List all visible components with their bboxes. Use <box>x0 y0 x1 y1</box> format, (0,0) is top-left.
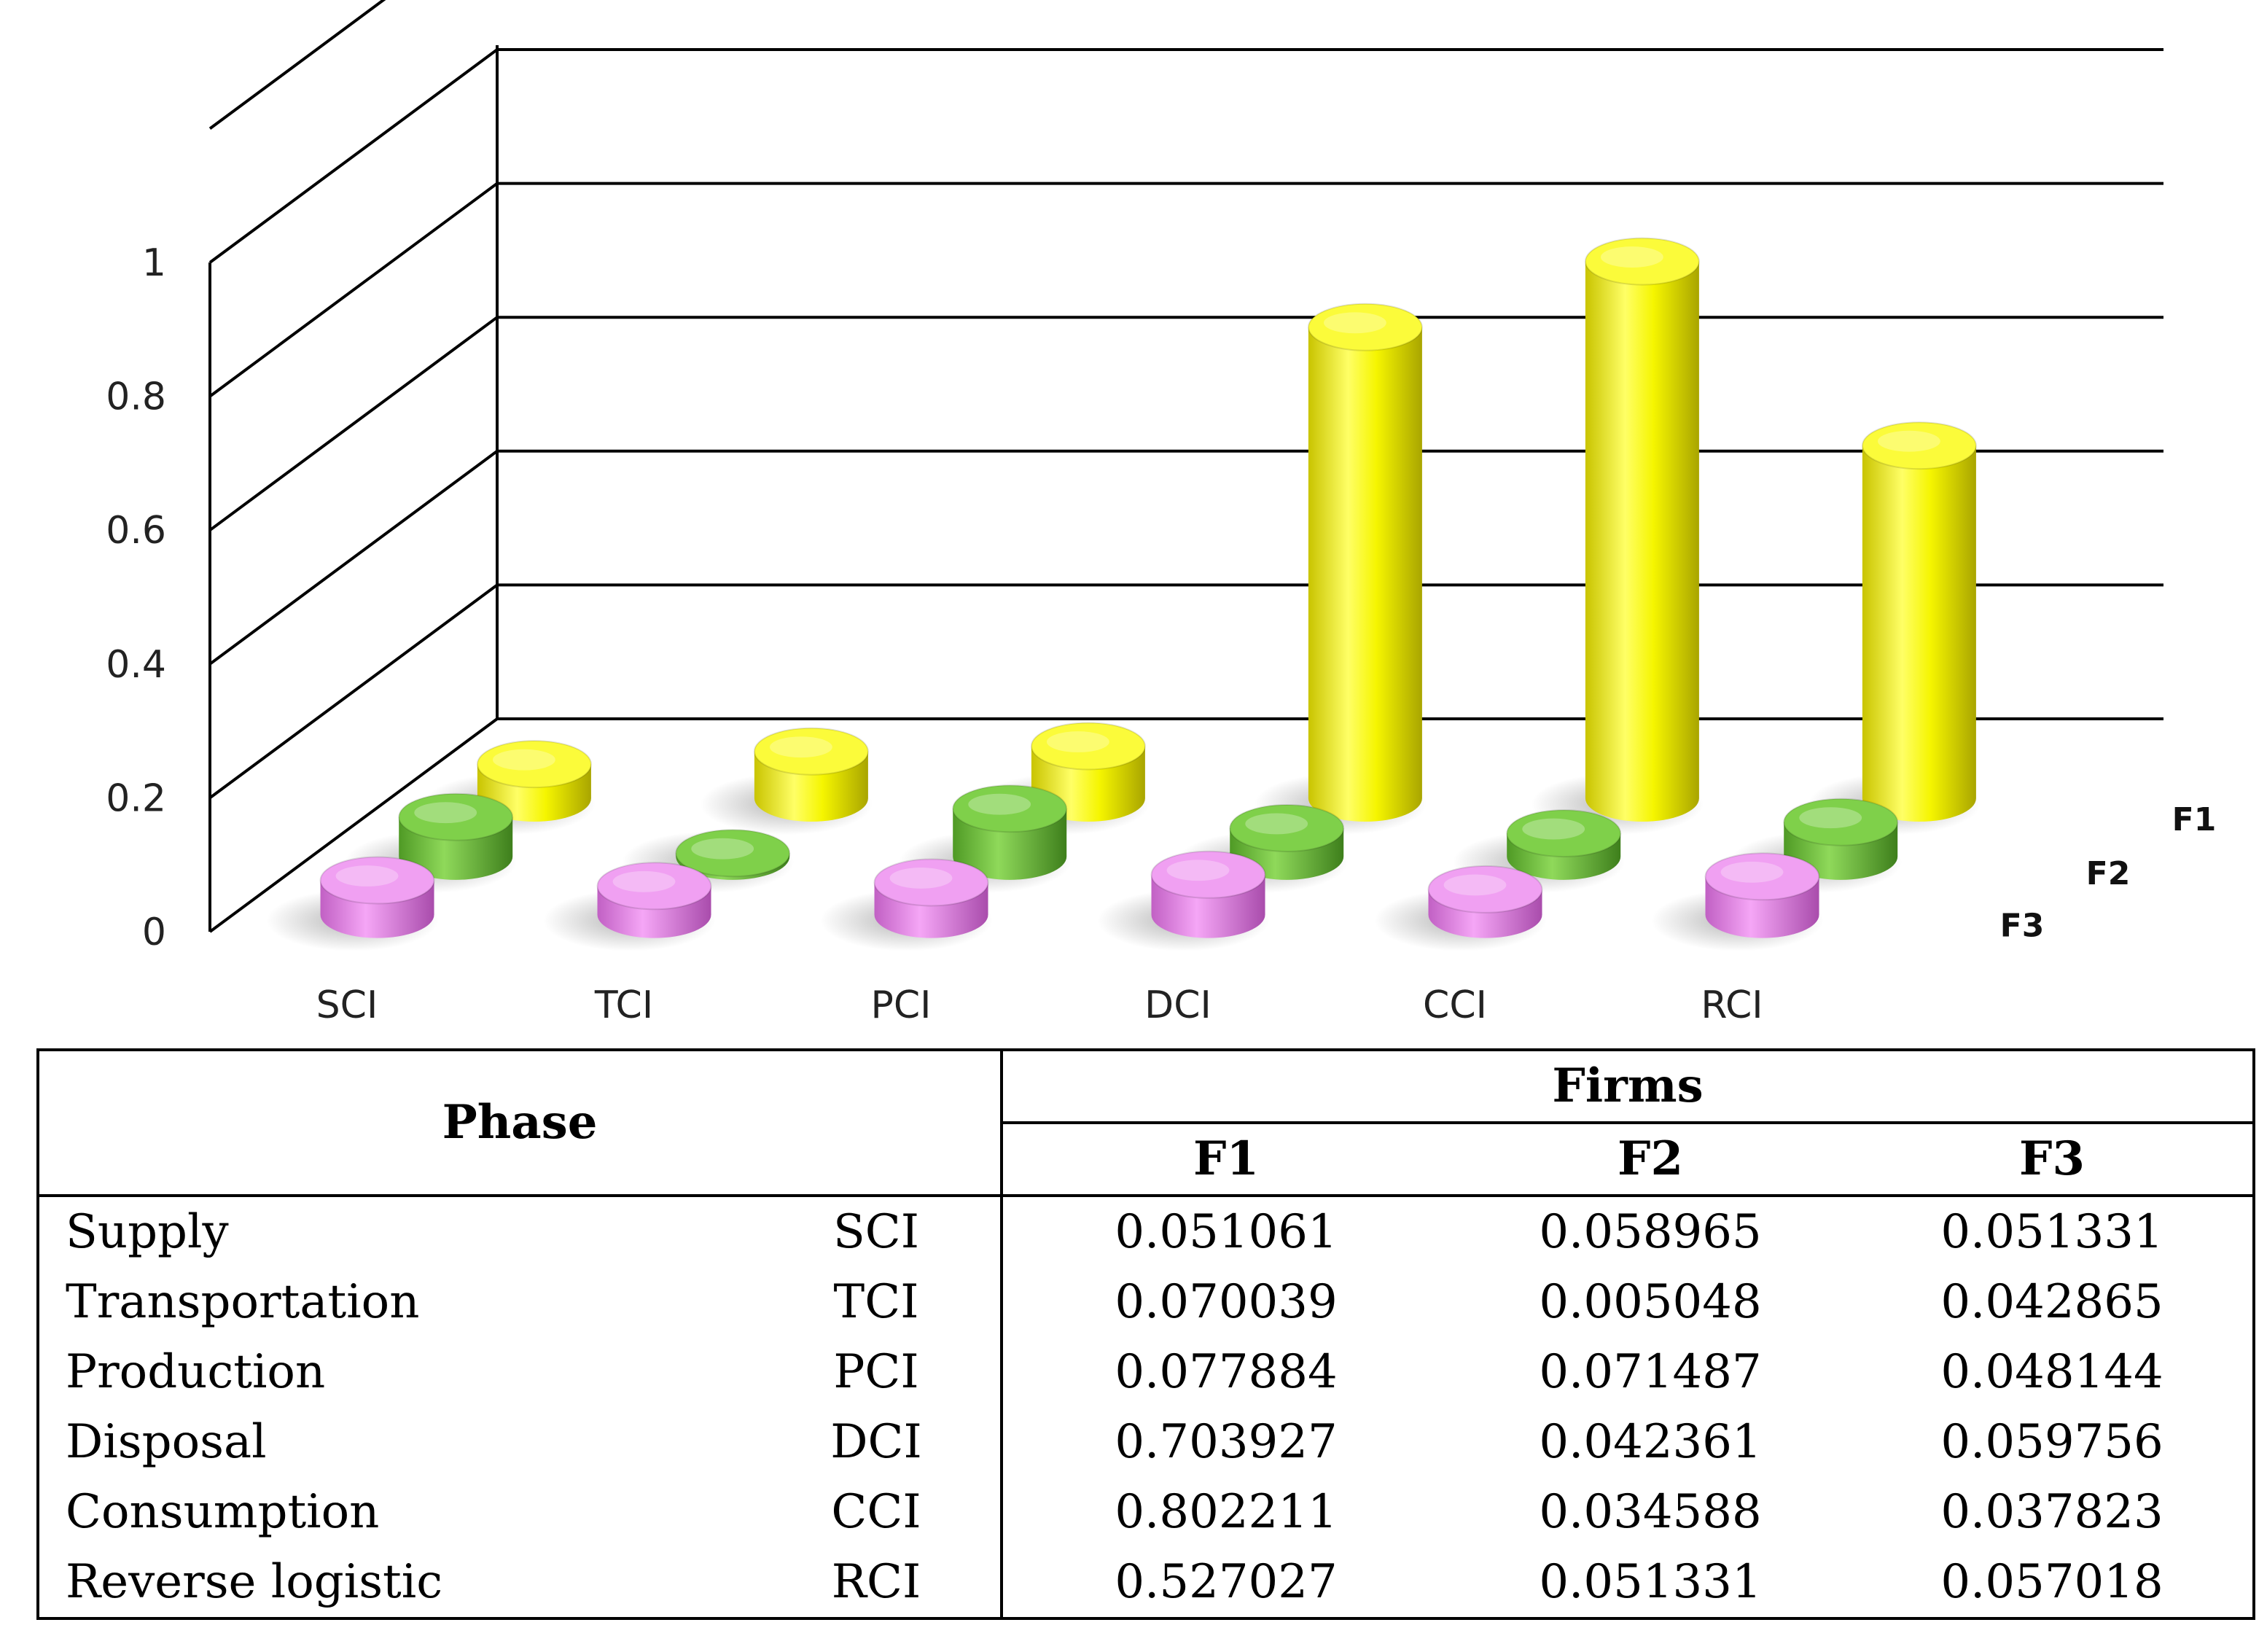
x-tick-label: DCI <box>1144 983 1211 1027</box>
firm-header-f2: F2 <box>1449 1123 1852 1197</box>
data-table: Phase Firms F1 F2 F3 Supply SCI 0.051061… <box>36 1048 2255 1620</box>
value-f3: 0.057018 <box>1852 1547 2255 1620</box>
y-tick-labels: 0 0.2 0.4 0.6 0.8 1 <box>106 241 166 954</box>
value-f2: 0.005048 <box>1539 1275 1762 1329</box>
firm-header-f3: F3 <box>1852 1123 2255 1197</box>
bar-f3-sci <box>266 856 439 951</box>
phase-name: Supply <box>36 1196 752 1267</box>
bar-f3-rci <box>1651 852 1824 951</box>
value-f1: 0.703927 <box>1000 1407 1449 1477</box>
y-tick-label: 1 <box>142 241 166 285</box>
y-tick-label: 0.8 <box>106 375 166 419</box>
phase-code: SCI <box>832 1205 920 1259</box>
bar-f1-sci <box>423 740 596 835</box>
value-f3: 0.042865 <box>1852 1267 2255 1337</box>
phase-code: PCI <box>833 1345 919 1399</box>
series-labels: F1 F2 F3 <box>2000 801 2217 945</box>
bars <box>266 237 1981 951</box>
bar-f3-tci <box>543 862 716 951</box>
table-row: Supply SCI 0.051061 0.058965 0.051331 <box>36 1196 2255 1267</box>
phase-code: DCI <box>830 1415 922 1469</box>
x-tick-labels: SCI TCI PCI DCI CCI RCI <box>316 983 1763 1027</box>
value-f3: 0.037823 <box>1852 1477 2255 1547</box>
x-tick-label: RCI <box>1701 983 1763 1027</box>
bar-f1-dci <box>1254 303 1427 835</box>
phase-name: Disposal <box>36 1407 752 1477</box>
value-f2: 0.058965 <box>1539 1205 1762 1259</box>
y-tick-label: 0.2 <box>106 776 166 820</box>
value-f1: 0.077884 <box>1000 1337 1449 1407</box>
bar-f3-dci <box>1097 850 1270 951</box>
bar-f3-cci <box>1374 865 1547 951</box>
firms-header: Firms <box>1000 1048 2255 1124</box>
x-tick-label: TCI <box>594 983 653 1027</box>
table-row: Consumption CCI 0.802211 0.034588 0.0378… <box>36 1477 2255 1547</box>
table-row: Transportation TCI 0.070039 0.005048 0.0… <box>36 1267 2255 1337</box>
phase-name: Transportation <box>36 1267 752 1337</box>
x-tick-label: PCI <box>870 983 931 1027</box>
bar-f2-tci <box>622 829 795 893</box>
gridline <box>208 0 386 130</box>
series-label-f2: F2 <box>2086 855 2131 892</box>
table-header-row-1: Phase Firms <box>36 1048 2255 1197</box>
value-f1: 0.051061 <box>1000 1196 1449 1267</box>
bar-f2-rci <box>1730 798 1903 893</box>
phase-code: RCI <box>752 1547 1002 1620</box>
bar-f3-pci <box>820 858 993 951</box>
series-label-f3: F3 <box>2000 908 2045 945</box>
bar-f1-rci <box>1808 421 1981 835</box>
value-f1: 0.802211 <box>1000 1477 1449 1547</box>
table-header-row-2: F1 F2 F3 <box>38 1123 2255 1197</box>
value-f2: 0.071487 <box>1539 1345 1762 1399</box>
x-tick-label: CCI <box>1423 983 1487 1027</box>
table-row: Production PCI 0.077884 0.071487 0.04814… <box>36 1337 2255 1407</box>
value-f3: 0.051331 <box>1852 1196 2255 1267</box>
y-tick-label: 0.6 <box>106 509 166 553</box>
bar-chart-3d: 0 0.2 0.4 0.6 0.8 1 SCI TCI PCI DCI CCI RCI F1 F2 F3 <box>106 0 2217 1027</box>
value-f3: 0.059756 <box>1852 1407 2255 1477</box>
table-row: Disposal DCI 0.703927 0.042361 0.059756 <box>36 1407 2255 1477</box>
phase-code: TCI <box>833 1275 919 1329</box>
phase-name: Production <box>36 1337 752 1407</box>
phase-code: CCI <box>831 1485 921 1539</box>
value-f2: 0.042361 <box>1539 1415 1762 1469</box>
phase-name: Consumption <box>36 1477 752 1547</box>
gridline <box>208 48 2163 264</box>
table-row: Reverse logistic RCI 0.527027 0.051331 0… <box>36 1547 2255 1620</box>
firm-header-f1: F1 <box>1000 1123 1449 1197</box>
floor-left-edge <box>208 717 499 933</box>
series-label-f1: F1 <box>2172 801 2217 838</box>
value-f2: 0.051331 <box>1449 1547 1852 1620</box>
gridline <box>208 182 2163 398</box>
value-f2: 0.034588 <box>1539 1485 1762 1539</box>
y-tick-label: 0.4 <box>106 643 166 687</box>
bar-f1-tci <box>700 727 873 835</box>
value-f3: 0.048144 <box>1852 1337 2255 1407</box>
bar-f1-cci <box>1531 237 1704 835</box>
value-f1: 0.527027 <box>1000 1547 1449 1620</box>
x-tick-label: SCI <box>316 983 378 1027</box>
phase-name: Reverse logistic <box>36 1547 752 1620</box>
y-tick-label: 0 <box>142 911 166 954</box>
phase-header: Phase <box>36 1048 1002 1197</box>
value-f1: 0.070039 <box>1000 1267 1449 1337</box>
